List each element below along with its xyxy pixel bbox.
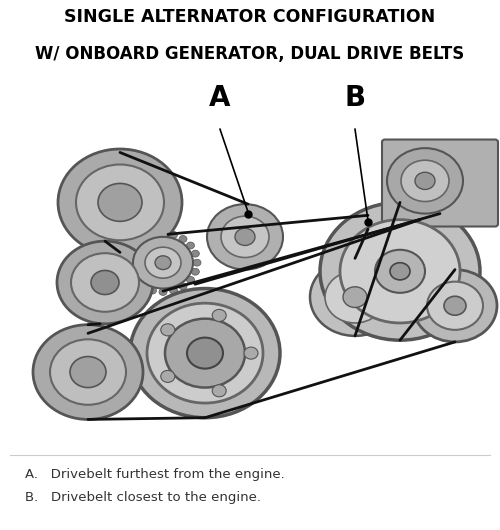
Circle shape [70,357,106,387]
Circle shape [132,277,140,284]
Circle shape [235,228,255,245]
Circle shape [170,232,177,239]
Circle shape [50,339,126,405]
Circle shape [33,325,143,419]
Circle shape [148,287,156,294]
Circle shape [186,242,194,249]
Circle shape [427,281,483,330]
Circle shape [133,237,193,288]
Circle shape [126,250,134,257]
Text: B.   Drivebelt closest to the engine.: B. Drivebelt closest to the engine. [25,491,261,504]
Circle shape [387,148,463,214]
Circle shape [161,370,175,383]
Circle shape [212,310,226,322]
Circle shape [147,303,263,403]
Circle shape [340,219,460,323]
Circle shape [187,338,223,369]
Circle shape [193,259,201,266]
Circle shape [155,256,171,270]
Circle shape [148,232,156,239]
Circle shape [98,183,142,222]
Circle shape [76,164,164,240]
Circle shape [132,242,140,249]
Text: SINGLE ALTERNATOR CONFIGURATION: SINGLE ALTERNATOR CONFIGURATION [64,8,436,26]
Circle shape [415,172,435,189]
Circle shape [207,204,283,270]
FancyBboxPatch shape [382,139,498,226]
Circle shape [186,277,194,284]
Circle shape [159,230,167,237]
Circle shape [325,271,385,323]
Circle shape [413,270,497,342]
Circle shape [91,270,119,295]
Text: A: A [209,84,231,112]
Circle shape [161,324,175,336]
Circle shape [57,241,153,324]
Circle shape [130,288,280,418]
Circle shape [58,149,182,256]
Text: B: B [344,84,366,112]
Circle shape [320,202,480,340]
Circle shape [170,287,177,294]
Circle shape [139,283,147,290]
Circle shape [165,319,245,387]
Circle shape [179,235,187,242]
Circle shape [310,259,400,336]
Circle shape [159,288,167,295]
Circle shape [145,247,181,278]
Circle shape [139,235,147,242]
Circle shape [444,296,466,315]
Text: A.   Drivebelt furthest from the engine.: A. Drivebelt furthest from the engine. [25,469,285,481]
Circle shape [390,263,410,280]
Circle shape [179,283,187,290]
Circle shape [192,268,200,275]
Circle shape [244,347,258,359]
Circle shape [126,268,134,275]
Circle shape [125,259,133,266]
Circle shape [212,385,226,397]
Circle shape [192,250,200,257]
Text: W/ ONBOARD GENERATOR, DUAL DRIVE BELTS: W/ ONBOARD GENERATOR, DUAL DRIVE BELTS [36,45,465,63]
Circle shape [221,216,269,258]
Circle shape [71,253,139,312]
Circle shape [401,160,449,201]
Circle shape [343,287,367,307]
Circle shape [375,250,425,293]
